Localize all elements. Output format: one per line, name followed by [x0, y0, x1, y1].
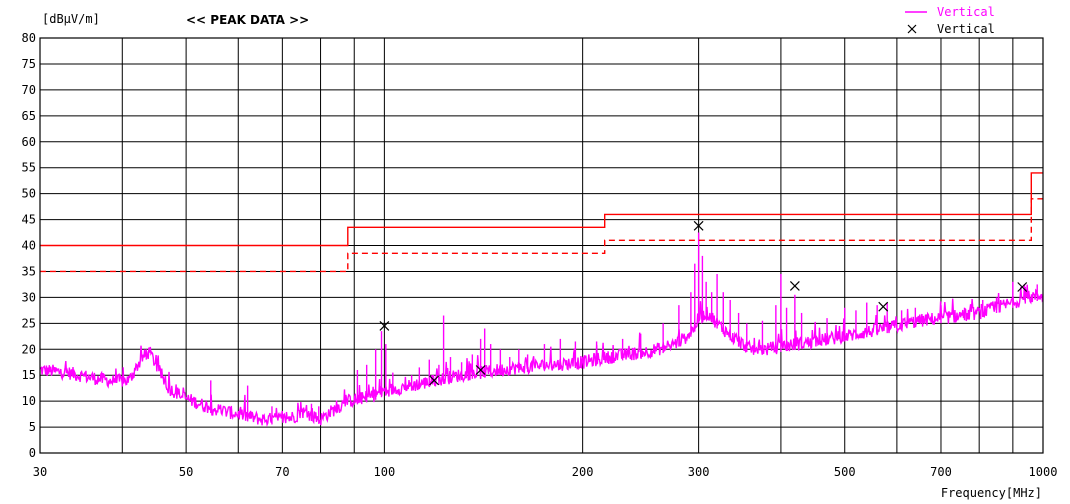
peak-marker: [1017, 282, 1028, 292]
y-tick-label: 50: [22, 187, 36, 201]
peak-marker: [379, 320, 390, 331]
peak-marker: [878, 301, 889, 312]
y-tick-label: 70: [22, 83, 36, 97]
peak-marker-stroke: [789, 281, 800, 291]
limit-line-dashed: [40, 198, 1043, 273]
y-tick-label: 80: [22, 31, 36, 45]
legend-label-trace: Vertical: [937, 5, 995, 19]
peak-marker-stroke: [693, 220, 704, 231]
x-tick-label: 500: [834, 465, 856, 479]
peak-marker: [693, 220, 704, 231]
peak-marker: [429, 375, 440, 386]
peak-marker-stroke: [475, 365, 486, 375]
y-tick-label: 15: [22, 368, 36, 382]
x-tick-label: 1000: [1029, 465, 1058, 479]
peak-marker-stroke: [878, 301, 889, 312]
y-tick-label: 60: [22, 135, 36, 149]
y-tick-label: 30: [22, 290, 36, 304]
legend-x-swatch: [907, 24, 917, 34]
y-tick-label: 65: [22, 109, 36, 123]
y-tick-label: 25: [22, 316, 36, 330]
y-tick-label: 10: [22, 394, 36, 408]
y-tick-label: 75: [22, 57, 36, 71]
limit-lines: [40, 172, 1043, 273]
x-tick-label: 70: [275, 465, 289, 479]
y-tick-label: 20: [22, 342, 36, 356]
x-tick-label: 30: [33, 465, 47, 479]
chart-title: << PEAK DATA >>: [186, 13, 309, 27]
x-tick-label: 300: [688, 465, 710, 479]
peak-marker-stroke: [429, 375, 440, 386]
x-tick-label: 200: [572, 465, 594, 479]
axis-ticks: 0 5 10 15 20 25 30 35 40 45 50 55 60 65 70 75 80 30 50 70 10…: [22, 31, 1058, 479]
plot-frame: [39, 37, 1044, 454]
legend: Vertical Vertical: [905, 5, 995, 36]
peak-marker-stroke: [379, 320, 390, 331]
legend-label-markers: Vertical: [937, 22, 995, 36]
peak-marker: [475, 365, 486, 375]
x-tick-label: 100: [374, 465, 396, 479]
y-tick-label: 5: [29, 420, 36, 434]
y-tick-label: 45: [22, 213, 36, 227]
x-tick-label: 50: [179, 465, 193, 479]
y-tick-label: 40: [22, 239, 36, 253]
peak-markers: [379, 220, 1028, 386]
y-axis-unit-label: [dBμV/m]: [42, 12, 100, 26]
trace-layer: [39, 232, 1044, 427]
peak-marker: [789, 281, 800, 291]
peak-marker-stroke: [1017, 282, 1028, 292]
y-tick-label: 0: [29, 446, 36, 460]
limit-line-solid: [40, 172, 1043, 247]
x-tick-label: 700: [930, 465, 952, 479]
x-axis-label: Frequency[MHz]: [941, 486, 1042, 500]
y-tick-label: 35: [22, 264, 36, 278]
y-tick-label: 55: [22, 161, 36, 175]
vertical-trace: [39, 284, 1044, 427]
